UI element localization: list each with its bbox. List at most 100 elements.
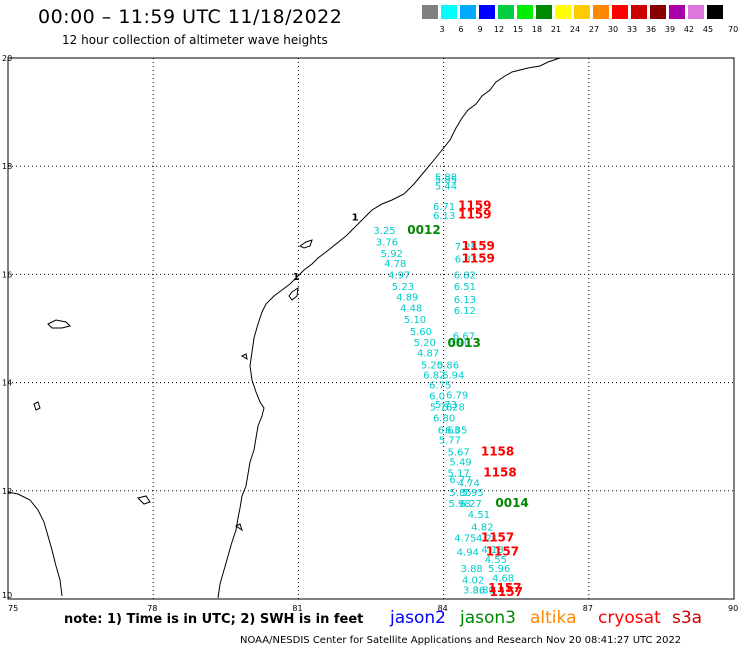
- map-title: 00:00 – 11:59 UTC 11/18/2022: [38, 6, 343, 28]
- legend-jason2: jason2: [390, 608, 446, 628]
- wave-height-value: 6.67: [453, 331, 475, 342]
- scale-label: 3: [439, 25, 445, 34]
- scale-label: 18: [531, 25, 543, 34]
- wave-height-value: 6.71: [433, 202, 455, 213]
- scale-swatch: [650, 5, 666, 19]
- legend-altika: altika: [530, 608, 577, 628]
- wave-height-value: 7.28: [455, 242, 477, 253]
- wave-height-value: 6.75: [429, 381, 451, 392]
- scale-label: 36: [645, 25, 657, 34]
- wave-height-value: 6.94: [442, 370, 464, 381]
- wave-height-value: 4.55: [485, 555, 507, 566]
- scale-label: 15: [512, 25, 524, 34]
- wave-height-value: 6.63: [438, 425, 460, 436]
- lon-tick-label: 75: [8, 604, 18, 613]
- coast-label: 1: [293, 272, 300, 283]
- scale-label: 21: [550, 25, 562, 34]
- pass-time-label: 1159: [462, 251, 495, 265]
- scale-swatch: [593, 5, 609, 19]
- wave-height-value: 3.76: [376, 238, 398, 249]
- wave-height-value: 6.05: [445, 425, 467, 436]
- wave-height-value: 6.13: [433, 211, 455, 222]
- scale-swatch: [631, 5, 647, 19]
- scale-label: 24: [569, 25, 581, 34]
- wave-height-value: 4.68: [492, 574, 514, 585]
- wave-height-value: 6.82: [454, 271, 476, 282]
- wave-height-value: 6.51: [454, 282, 476, 293]
- wave-height-value: 5.95: [462, 488, 484, 499]
- wave-height-value: 5.23: [392, 282, 414, 293]
- wave-height-value: 4.48: [400, 304, 422, 315]
- scale-swatch: [441, 5, 457, 19]
- pass-time-label: 0014: [495, 496, 528, 510]
- wave-height-value: 5.73: [435, 400, 457, 411]
- scale-label: 42: [683, 25, 695, 34]
- wave-height-value: 5.67: [447, 448, 469, 459]
- scale-label: 33: [626, 25, 638, 34]
- wave-height-value: 5.78: [430, 403, 452, 414]
- lat-tick-label: 10: [2, 591, 12, 600]
- lat-tick-label: 20: [2, 54, 12, 63]
- wave-height-value: 5.96: [488, 564, 510, 575]
- wave-height-value: 3.89: [473, 586, 495, 597]
- wave-height-value: 3.25: [373, 226, 395, 237]
- wave-height-value: 6.27: [460, 499, 482, 510]
- wave-height-value: 5.85: [449, 488, 471, 499]
- pass-time-label: 1157: [490, 585, 523, 599]
- lat-tick-label: 16: [2, 270, 12, 279]
- wave-height-value: 5.10: [404, 315, 426, 326]
- scale-label: 30: [607, 25, 619, 34]
- wave-height-value: 6.0: [429, 391, 445, 402]
- wave-height-value: 6.13: [454, 295, 476, 306]
- lon-tick-label: 78: [147, 604, 157, 613]
- wave-height-value: 6.79: [446, 390, 468, 401]
- lat-tick-label: 18: [2, 162, 12, 171]
- scale-swatch: [422, 5, 438, 19]
- pass-time-label: 1157: [481, 531, 514, 545]
- wave-height-value: 4.74: [458, 478, 480, 489]
- scale-label: 27: [588, 25, 600, 34]
- lon-tick-label: 84: [438, 604, 448, 613]
- scale-swatch: [574, 5, 590, 19]
- scale-unit: 70 (ft): [728, 25, 740, 34]
- wave-height-value: 4.75: [454, 534, 476, 545]
- wave-height-value: 6.12: [454, 306, 476, 317]
- map-subtitle: 12 hour collection of altimeter wave hei…: [62, 33, 328, 47]
- pass-time-label: 1157: [486, 545, 519, 559]
- wave-height-value: 5.49: [449, 457, 471, 468]
- wave-height-value: 4.87: [417, 349, 439, 360]
- pass-time-label: 1158: [481, 445, 514, 459]
- footer-credit: NOAA/NESDIS Center for Satellite Applica…: [240, 635, 682, 646]
- wave-height-value: 3.86: [463, 586, 485, 597]
- scale-label: 6: [458, 25, 464, 34]
- scale-label: 12: [493, 25, 505, 34]
- wave-height-value: 5.77: [439, 436, 461, 447]
- scale-label: 9: [477, 25, 483, 34]
- wave-height-value: 4.21: [476, 534, 498, 545]
- pass-time-label: 0013: [447, 336, 480, 350]
- scale-swatch: [612, 5, 628, 19]
- scale-swatch: [498, 5, 514, 19]
- legend-s3a: s3a: [672, 608, 703, 628]
- lon-tick-label: 87: [583, 604, 593, 613]
- wave-height-value: 4.97: [388, 271, 410, 282]
- scale-swatch: [517, 5, 533, 19]
- wave-height-value: 4.02: [462, 575, 484, 586]
- wave-height-value: 5.86: [437, 361, 459, 372]
- wave-height-value: 5.92: [381, 249, 403, 260]
- wave-height-value: 4.82: [471, 522, 493, 533]
- scale-swatch: [707, 5, 723, 19]
- wave-height-value: 5.17: [447, 469, 469, 480]
- map-frame: [7, 57, 735, 600]
- wave-height-value: 5.28: [443, 403, 465, 414]
- lat-tick-label: 14: [2, 379, 12, 388]
- lat-lon-grid: [7, 57, 735, 600]
- wave-height-value: 6.77: [449, 475, 471, 486]
- pass-time-label: 1159: [462, 239, 495, 253]
- wave-height-value: 6.83: [455, 254, 477, 265]
- pass-time-label: 0012: [407, 223, 440, 237]
- pass-time-label: 1157: [488, 581, 521, 595]
- scale-swatch: [688, 5, 704, 19]
- wave-height-value: 4.78: [384, 259, 406, 270]
